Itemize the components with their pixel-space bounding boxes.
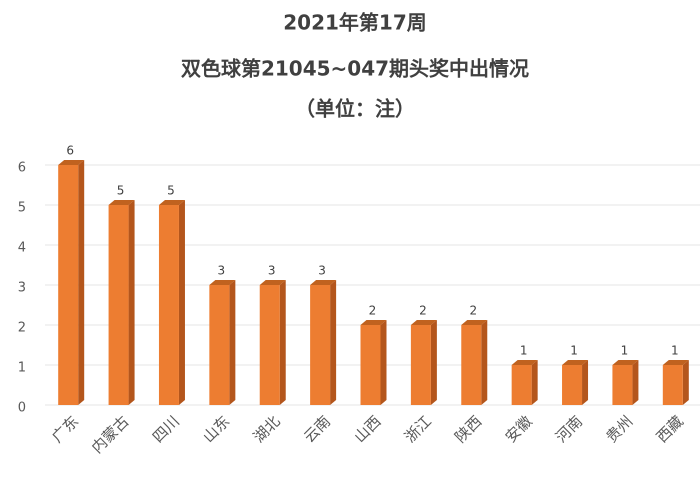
- value-label: 3: [218, 264, 226, 278]
- y-tick-label: 6: [18, 161, 26, 176]
- bar-side: [632, 360, 639, 405]
- bar-top: [310, 280, 337, 285]
- bar-side: [682, 360, 689, 405]
- bar-top: [209, 280, 236, 285]
- value-label: 3: [268, 264, 276, 278]
- y-tick-label: 3: [18, 281, 26, 296]
- chart-subtitle: 双色球第21045~047期头奖中出情况: [181, 57, 529, 81]
- value-label: 5: [117, 184, 125, 198]
- bar-side: [380, 320, 387, 405]
- bar-top: [58, 160, 85, 165]
- bar-side: [78, 160, 85, 405]
- x-tick-label: 湖北: [250, 412, 284, 446]
- bar-side: [128, 200, 135, 405]
- bar-top: [158, 200, 185, 205]
- x-tick-label: 安徽: [502, 412, 536, 446]
- y-tick-label: 5: [18, 201, 26, 216]
- bar: [310, 285, 331, 405]
- value-label: 3: [318, 264, 326, 278]
- bar-top: [562, 360, 589, 365]
- bar-top: [108, 200, 135, 205]
- bar: [410, 325, 431, 405]
- bar-top: [511, 360, 538, 365]
- bar: [108, 205, 129, 405]
- value-label: 1: [520, 344, 528, 358]
- bar: [209, 285, 230, 405]
- value-label: 6: [66, 144, 74, 158]
- bar: [158, 205, 179, 405]
- bar: [461, 325, 482, 405]
- x-tick-label: 内蒙古: [88, 412, 133, 457]
- bar-side: [178, 200, 185, 405]
- y-tick-label: 0: [18, 401, 26, 416]
- bar-side: [481, 320, 488, 405]
- bar: [562, 365, 583, 405]
- bar-top: [360, 320, 387, 325]
- bar-top: [612, 360, 639, 365]
- value-label: 5: [167, 184, 175, 198]
- value-label: 1: [621, 344, 629, 358]
- x-tick-label: 山东: [199, 412, 233, 446]
- x-tick-label: 山西: [351, 412, 385, 446]
- x-tick-label: 广东: [48, 412, 82, 446]
- unit-note: （单位：注）: [295, 97, 415, 121]
- x-tick-label: 西藏: [653, 412, 687, 446]
- bar-side: [229, 280, 236, 405]
- bar-top: [662, 360, 689, 365]
- value-label: 2: [419, 304, 427, 318]
- bar-top: [259, 280, 286, 285]
- x-tick-label: 陕西: [451, 412, 485, 446]
- y-tick-label: 2: [18, 321, 26, 336]
- bar-side: [330, 280, 337, 405]
- value-label: 2: [469, 304, 477, 318]
- bar: [58, 165, 79, 405]
- x-tick-label: 浙江: [401, 412, 435, 446]
- x-tick-label: 四川: [149, 412, 183, 446]
- bar: [259, 285, 280, 405]
- bar: [662, 365, 683, 405]
- bar: [612, 365, 633, 405]
- x-tick-label: 河南: [552, 412, 586, 446]
- bar: [360, 325, 381, 405]
- bar-top: [461, 320, 488, 325]
- bar-side: [279, 280, 286, 405]
- x-tick-label: 贵州: [602, 412, 636, 446]
- value-label: 1: [671, 344, 679, 358]
- bar-side: [430, 320, 437, 405]
- chart-title: 2021年第17周: [283, 11, 427, 35]
- bar-top: [410, 320, 437, 325]
- y-tick-label: 4: [18, 241, 26, 256]
- x-tick-label: 云南: [300, 412, 334, 446]
- bar-side: [582, 360, 589, 405]
- y-tick-label: 1: [18, 361, 26, 376]
- value-label: 1: [570, 344, 578, 358]
- bar-side: [531, 360, 538, 405]
- value-label: 2: [369, 304, 377, 318]
- bar: [511, 365, 532, 405]
